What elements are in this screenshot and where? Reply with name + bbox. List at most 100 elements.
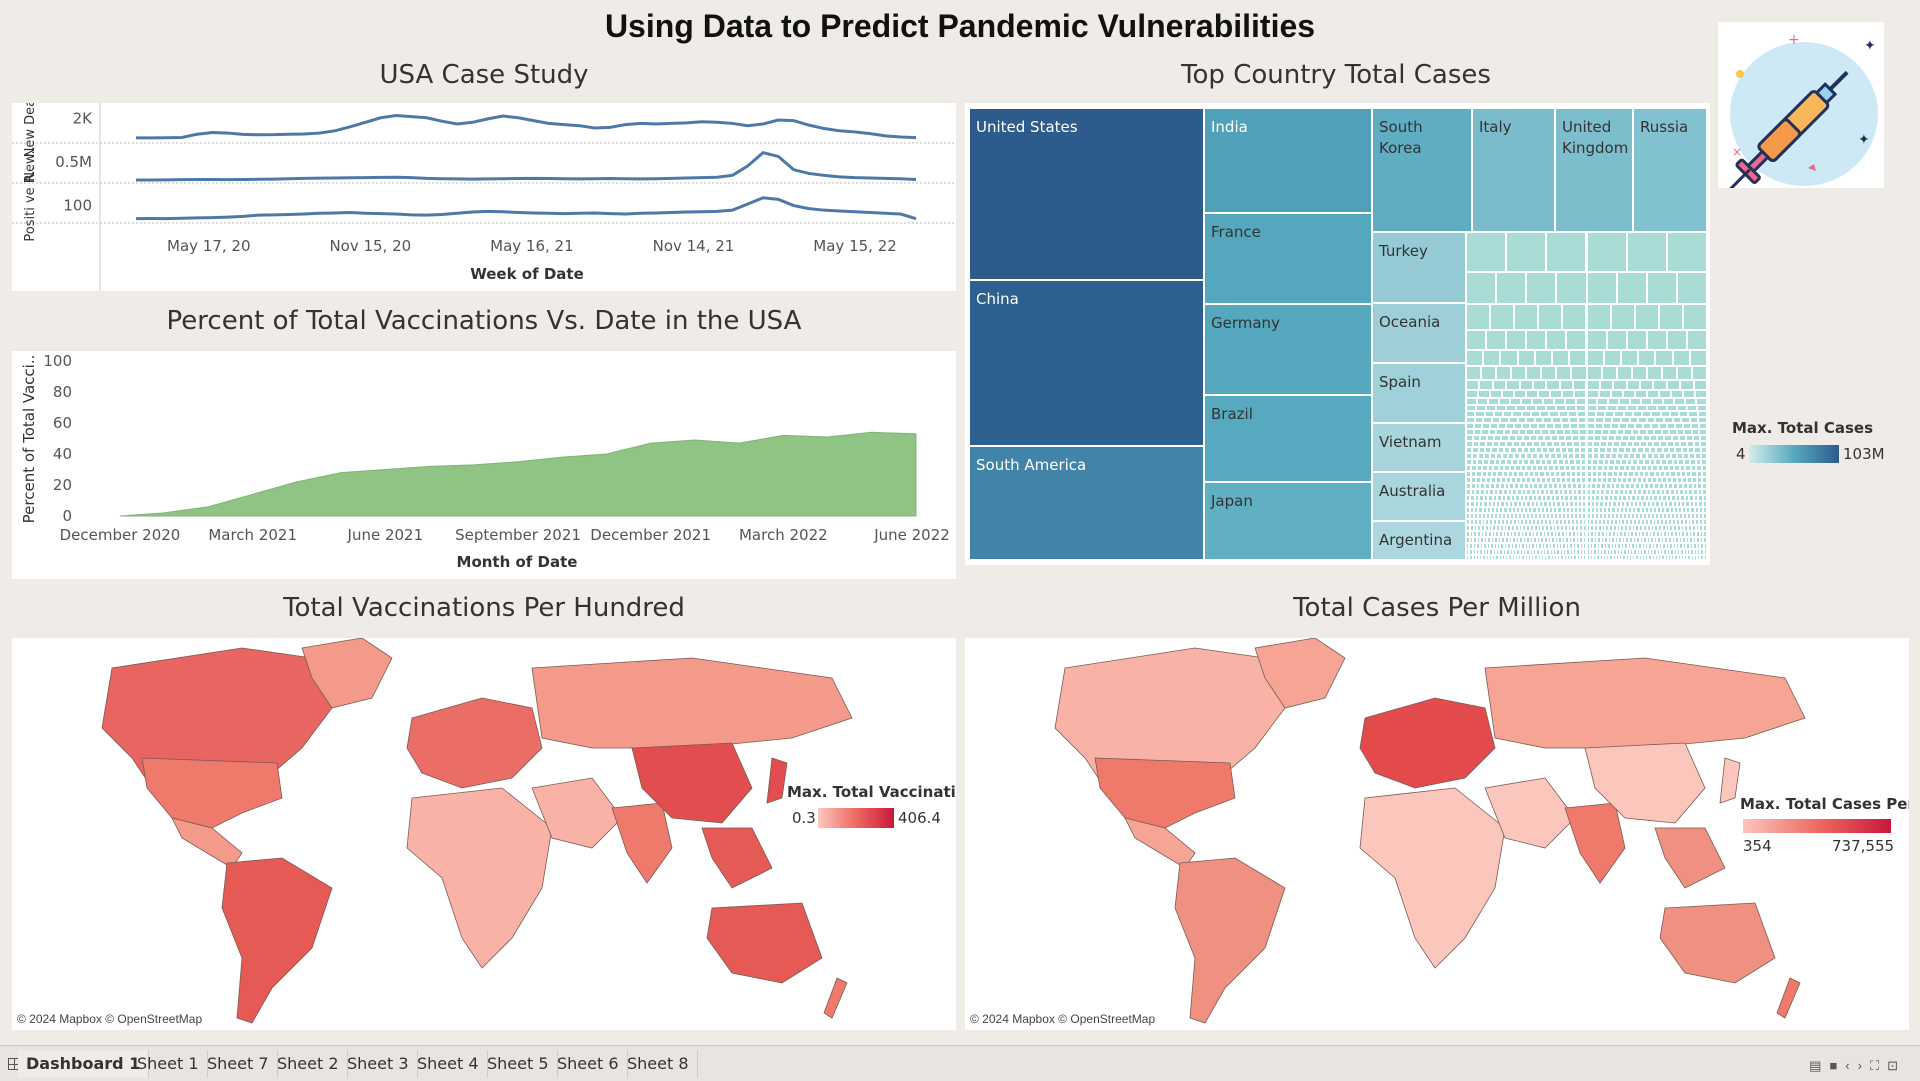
- treemap-cell[interactable]: [1517, 531, 1521, 538]
- treemap-cell[interactable]: [1669, 489, 1675, 496]
- treemap-cell[interactable]: [1612, 531, 1616, 538]
- treemap-cell[interactable]: [1629, 537, 1633, 544]
- treemap-cell[interactable]: [1466, 543, 1470, 550]
- treemap-cell[interactable]: [1550, 513, 1555, 520]
- treemap-cell[interactable]: [1469, 549, 1473, 556]
- treemap-cell[interactable]: [1586, 525, 1591, 532]
- treemap-cell[interactable]: [1622, 513, 1627, 520]
- treemap-cell[interactable]: [1651, 411, 1661, 418]
- treemap-cell[interactable]: [1579, 435, 1587, 442]
- treemap-cell[interactable]: [1536, 507, 1541, 514]
- treemap-cell[interactable]: [1558, 537, 1562, 544]
- treemap-cell[interactable]: [1596, 543, 1601, 550]
- treemap-cell[interactable]: [1664, 453, 1671, 460]
- treemap-cell[interactable]: [1696, 531, 1700, 538]
- treemap-cell[interactable]: [1644, 471, 1650, 478]
- treemap-cell[interactable]: [1698, 423, 1707, 430]
- treemap-cell[interactable]: [1472, 453, 1479, 460]
- treemap-cell[interactable]: [1526, 537, 1530, 544]
- treemap-cell[interactable]: [1496, 501, 1501, 508]
- treemap-cell[interactable]: [1562, 543, 1566, 550]
- treemap-cell[interactable]: [1496, 525, 1500, 532]
- treemap-cell[interactable]: [1559, 519, 1564, 526]
- treemap-cell[interactable]: [1527, 543, 1532, 550]
- treemap-cell[interactable]: [1562, 390, 1575, 399]
- treemap-cell[interactable]: [1603, 459, 1610, 466]
- treemap-cell[interactable]: [1641, 555, 1646, 560]
- treemap-cell[interactable]: [1688, 531, 1693, 538]
- treemap-cell[interactable]: [1666, 232, 1707, 272]
- treemap-cell[interactable]: [1494, 483, 1500, 490]
- treemap-cell[interactable]: [1623, 507, 1629, 514]
- treemap-cell[interactable]: [1666, 441, 1674, 448]
- treemap-cell[interactable]: Russia: [1633, 108, 1707, 232]
- treemap-cell[interactable]: [1639, 525, 1643, 532]
- treemap-cell[interactable]: [1471, 477, 1477, 484]
- treemap-cell[interactable]: [1597, 459, 1604, 466]
- treemap-cell[interactable]: [1691, 519, 1696, 526]
- treemap-cell[interactable]: [1566, 549, 1570, 556]
- treemap-cell[interactable]: [1642, 411, 1652, 418]
- treemap-cell[interactable]: [1598, 519, 1603, 526]
- treemap-cell[interactable]: [1506, 459, 1512, 466]
- treemap-cell[interactable]: [1680, 379, 1694, 391]
- treemap-cell[interactable]: [1586, 417, 1596, 424]
- treemap-cell[interactable]: [1685, 537, 1690, 544]
- treemap-cell[interactable]: [1661, 459, 1667, 466]
- treemap-cell[interactable]: [1639, 429, 1647, 436]
- treemap-cell[interactable]: [1541, 543, 1546, 550]
- treemap-cell[interactable]: [1634, 453, 1641, 460]
- treemap-cell[interactable]: [1472, 447, 1479, 454]
- treemap-cell[interactable]: [1666, 531, 1671, 538]
- treemap-cell[interactable]: [1625, 501, 1630, 508]
- treemap-cell[interactable]: [1604, 453, 1611, 460]
- treemap-cell[interactable]: [1604, 495, 1609, 502]
- treemap-cell[interactable]: [1700, 549, 1704, 556]
- treemap-cell[interactable]: [1652, 465, 1658, 472]
- treemap-cell[interactable]: [1484, 411, 1494, 418]
- treemap-cell[interactable]: [1598, 453, 1605, 460]
- treemap-cell[interactable]: [1487, 398, 1499, 406]
- treemap-cell[interactable]: [1662, 495, 1667, 502]
- treemap-cell[interactable]: [1626, 549, 1630, 556]
- treemap-cell[interactable]: [1684, 495, 1690, 502]
- treemap-cell[interactable]: [1600, 435, 1608, 442]
- treemap-cell[interactable]: [1520, 398, 1532, 406]
- treemap-cell[interactable]: [1700, 441, 1707, 448]
- treemap-cell[interactable]: [1474, 501, 1479, 508]
- treemap-cell[interactable]: [1646, 366, 1662, 380]
- treemap-cell[interactable]: [1481, 471, 1487, 478]
- treemap-cell[interactable]: [1625, 519, 1630, 526]
- treemap-cell[interactable]: [1620, 417, 1630, 424]
- treemap-cell[interactable]: [1570, 519, 1575, 526]
- treemap-cell[interactable]: [1478, 507, 1483, 514]
- treemap-cell[interactable]: [1631, 366, 1647, 380]
- treemap-cell[interactable]: [1613, 465, 1620, 472]
- treemap-cell[interactable]: [1466, 366, 1482, 380]
- treemap-cell[interactable]: [1562, 453, 1569, 460]
- treemap-cell[interactable]: [1522, 435, 1530, 442]
- treemap-cell[interactable]: [1575, 398, 1587, 406]
- treemap-cell[interactable]: [1542, 465, 1549, 472]
- treemap-cell[interactable]: [1556, 549, 1560, 556]
- tab-dashboard-1[interactable]: Dashboard 1: [18, 1050, 150, 1078]
- treemap-cell[interactable]: [1466, 429, 1474, 436]
- treemap-cell[interactable]: [1644, 507, 1649, 514]
- treemap-cell[interactable]: [1516, 549, 1520, 556]
- treemap-cell[interactable]: [1700, 555, 1704, 560]
- treemap-cell[interactable]: [1600, 543, 1604, 550]
- treemap-cell[interactable]: [1674, 531, 1678, 538]
- treemap-cell[interactable]: [1590, 525, 1595, 532]
- treemap-cell[interactable]: [1490, 423, 1499, 430]
- treemap-cell[interactable]: [1673, 483, 1679, 490]
- treemap-cell[interactable]: [1668, 537, 1672, 544]
- treemap-cell[interactable]: [1687, 483, 1693, 490]
- treemap-cell[interactable]: [1517, 350, 1535, 367]
- treemap-cell[interactable]: [1531, 531, 1536, 538]
- treemap-cell[interactable]: [1570, 555, 1574, 560]
- treemap-cell[interactable]: [1530, 513, 1535, 520]
- treemap-cell[interactable]: [1659, 501, 1664, 508]
- treemap-cell[interactable]: [1653, 483, 1659, 490]
- treemap-cell[interactable]: [1628, 489, 1633, 496]
- treemap-cell[interactable]: [1469, 519, 1474, 526]
